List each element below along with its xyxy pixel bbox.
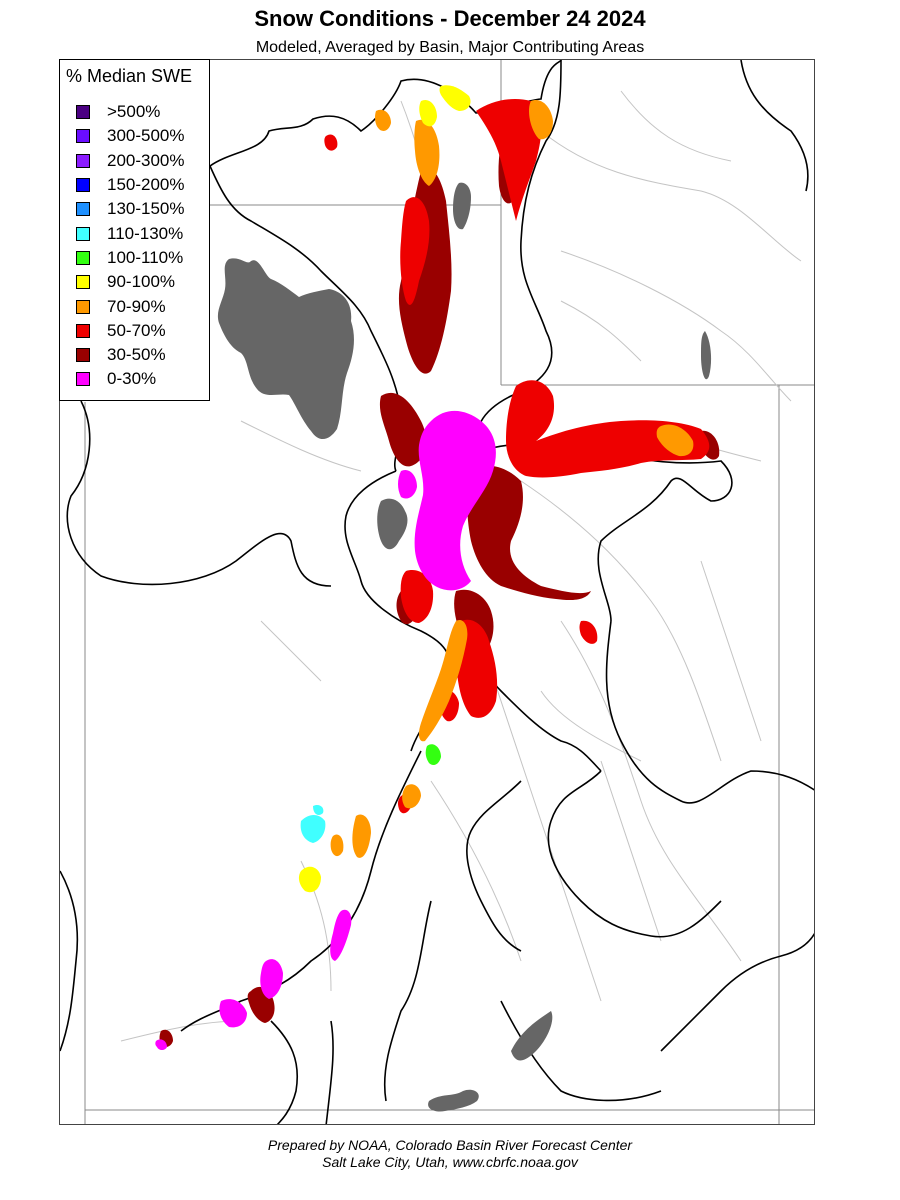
legend-list: >500% 300-500% 200-300% 150-200% 130-150% 110… xyxy=(76,100,185,392)
legend-swatch xyxy=(76,299,90,314)
legend-swatch xyxy=(76,323,90,338)
legend-label: 110-130% xyxy=(107,223,184,243)
legend-label: 130-150% xyxy=(107,199,185,219)
credit-line-2: Salt Lake City, Utah, www.cbrfc.noaa.gov xyxy=(322,1154,578,1170)
legend-swatch xyxy=(76,153,90,168)
legend-item: 300-500% xyxy=(76,124,185,148)
legend-label: 90-100% xyxy=(107,272,176,292)
map-subtitle: Modeled, Averaged by Basin, Major Contri… xyxy=(255,39,645,56)
legend-item: 50-70% xyxy=(76,319,185,343)
legend-item: 150-200% xyxy=(76,173,185,197)
legend-label: 300-500% xyxy=(107,126,185,146)
legend-swatch xyxy=(76,372,90,387)
snow-regions xyxy=(155,85,720,1050)
legend-item: 0-30% xyxy=(76,367,185,391)
legend-item: 200-300% xyxy=(76,149,185,173)
legend-label: 50-70% xyxy=(107,320,166,340)
legend-label: 70-90% xyxy=(107,296,166,316)
legend-label: 200-300% xyxy=(107,150,185,170)
legend-swatch xyxy=(76,348,90,363)
legend-item: 110-130% xyxy=(76,221,185,245)
legend-label: 100-110% xyxy=(107,247,184,267)
legend-swatch xyxy=(76,105,90,120)
snow-map xyxy=(59,59,815,1125)
legend-swatch xyxy=(76,275,90,290)
legend-label: 0-30% xyxy=(107,369,157,389)
legend-title: % Median SWE xyxy=(66,66,193,86)
legend-item: 30-50% xyxy=(76,343,185,367)
legend-swatch xyxy=(76,226,90,241)
lakes xyxy=(217,182,712,1112)
legend-swatch xyxy=(76,178,90,193)
map-canvas xyxy=(60,60,814,1124)
map-title: Snow Conditions - December 24 2024 xyxy=(254,6,646,31)
legend-label: 150-200% xyxy=(107,175,185,195)
credits-footer: Prepared by NOAA, Colorado Basin River F… xyxy=(0,1137,900,1171)
legend-item: >500% xyxy=(76,100,185,124)
credit-line-1: Prepared by NOAA, Colorado Basin River F… xyxy=(267,1137,633,1153)
legend-item: 70-90% xyxy=(76,294,185,318)
legend-item: 90-100% xyxy=(76,270,185,294)
legend: % Median SWE >500% 300-500% 200-300% 150-20… xyxy=(59,59,210,401)
legend-item: 100-110% xyxy=(76,246,185,270)
legend-label: 30-50% xyxy=(107,345,166,365)
legend-swatch xyxy=(76,250,90,265)
legend-swatch xyxy=(76,202,90,217)
legend-label: >500% xyxy=(107,102,161,122)
legend-item: 130-150% xyxy=(76,197,185,221)
legend-swatch xyxy=(76,129,90,144)
